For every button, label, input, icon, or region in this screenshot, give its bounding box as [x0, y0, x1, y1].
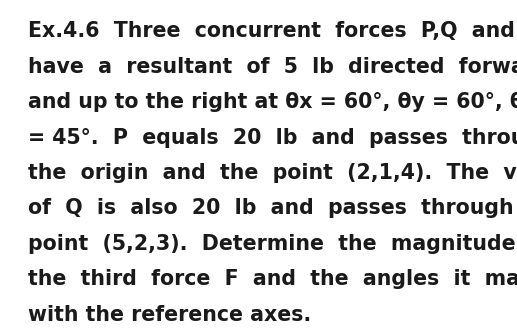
Text: the  third  force  F  and  the  angles  it  makes: the third force F and the angles it make…: [28, 269, 517, 289]
Text: point  (5,2,3).  Determine  the  magnitude  of: point (5,2,3). Determine the magnitude o…: [28, 234, 517, 254]
Text: of  Q  is  also  20  lb  and  passes  through  the: of Q is also 20 lb and passes through th…: [28, 198, 517, 218]
Text: and up to the right at θx = 60°, θy = 60°, θz: and up to the right at θx = 60°, θy = 60…: [28, 92, 517, 112]
Text: have  a  resultant  of  5  lb  directed  forward: have a resultant of 5 lb directed forwar…: [28, 57, 517, 77]
Text: the  origin  and  the  point  (2,1,4).  The  value: the origin and the point (2,1,4). The va…: [28, 163, 517, 183]
Text: Ex.4.6  Three  concurrent  forces  P,Q  and  F: Ex.4.6 Three concurrent forces P,Q and F: [28, 21, 517, 41]
Text: with the reference axes.: with the reference axes.: [28, 305, 312, 325]
Text: = 45°.  P  equals  20  lb  and  passes  through: = 45°. P equals 20 lb and passes through: [28, 128, 517, 148]
